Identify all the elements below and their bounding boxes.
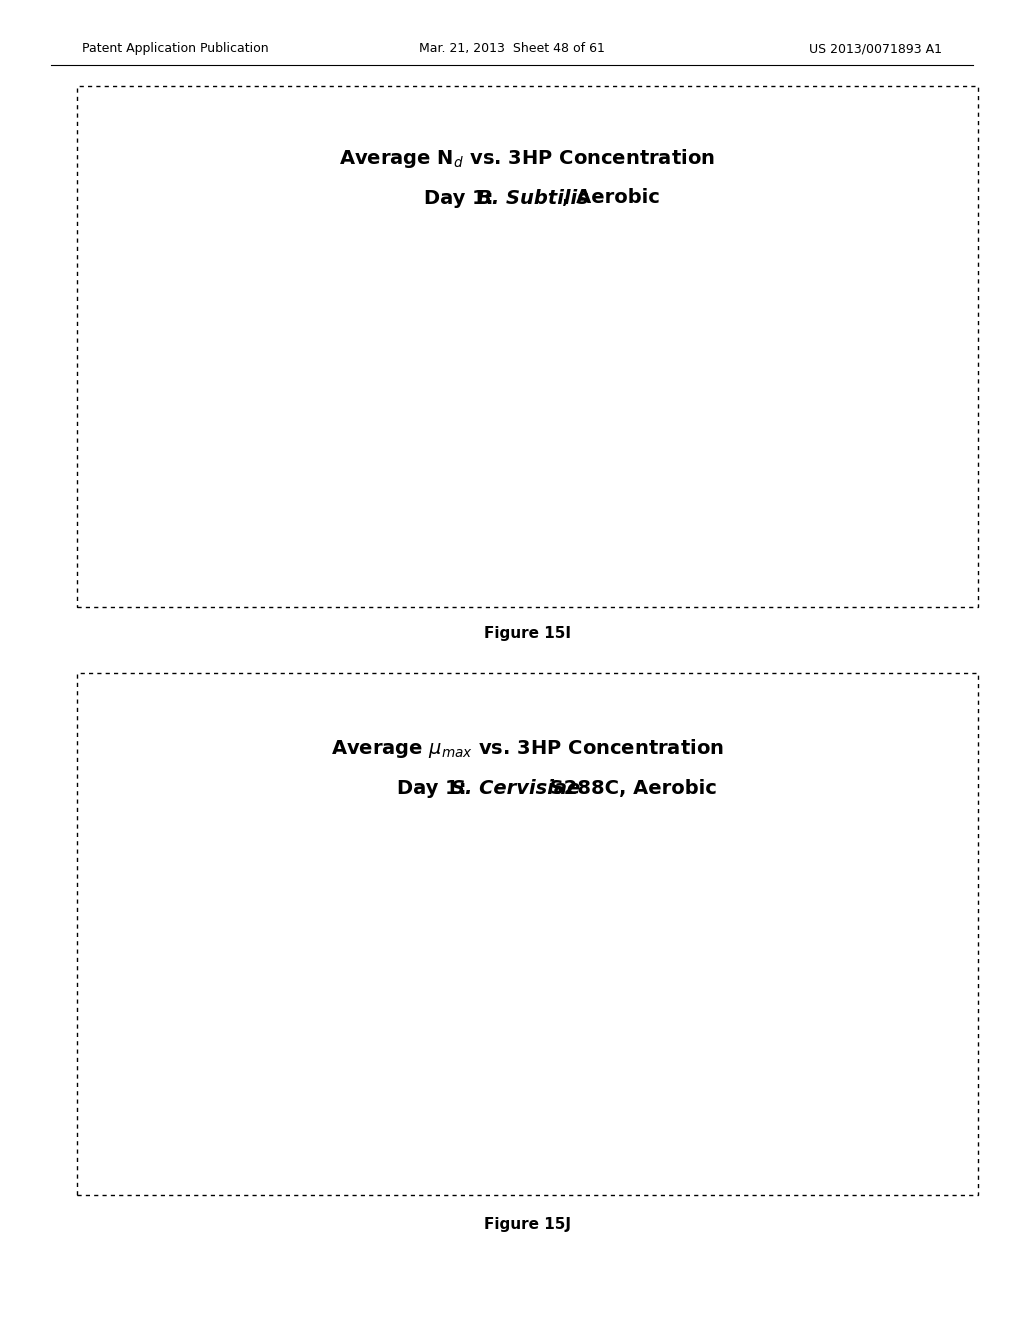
X-axis label: [3HP] (g/L): [3HP] (g/L) [503,1163,613,1180]
Text: B. Subtilis: B. Subtilis [477,189,589,207]
Text: US 2013/0071893 A1: US 2013/0071893 A1 [809,42,942,55]
Y-axis label: $\mu_{max}$ (hr$^{-1}$): $\mu_{max}$ (hr$^{-1}$) [116,908,139,1012]
Text: Figure 15J: Figure 15J [484,1217,570,1233]
Text: S288C, Aerobic: S288C, Aerobic [543,779,717,797]
X-axis label: [3HP] (g/L): [3HP] (g/L) [503,576,613,593]
Text: Figure 15I: Figure 15I [484,626,570,642]
Text: Patent Application Publication: Patent Application Publication [82,42,268,55]
Text: Day 1:: Day 1: [424,189,500,207]
Text: Average N$_d$ vs. 3HP Concentration: Average N$_d$ vs. 3HP Concentration [339,147,716,170]
Text: Day 1:: Day 1: [397,779,473,797]
Text: , Aerobic: , Aerobic [562,189,659,207]
Text: Mar. 21, 2013  Sheet 48 of 61: Mar. 21, 2013 Sheet 48 of 61 [419,42,605,55]
Text: S. Cervisiae: S. Cervisiae [451,779,580,797]
Y-axis label: N$_d$ (arb): N$_d$ (arb) [134,333,156,413]
Text: Average $\mu_{max}$ vs. 3HP Concentration: Average $\mu_{max}$ vs. 3HP Concentratio… [331,737,724,760]
